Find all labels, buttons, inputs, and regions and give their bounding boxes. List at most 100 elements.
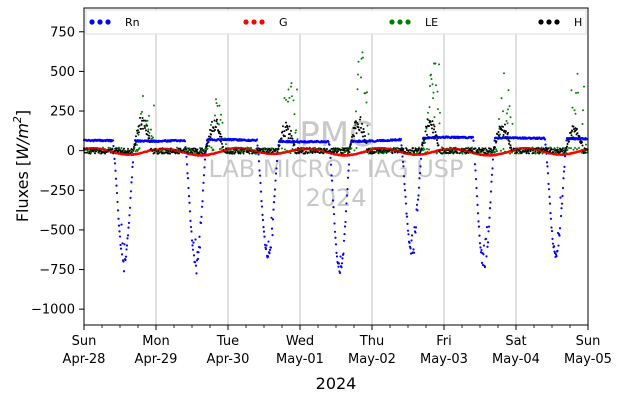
h-point — [355, 120, 357, 123]
le-point — [506, 112, 508, 115]
rn-point — [543, 138, 547, 141]
legend-marker — [243, 19, 249, 25]
h-point — [359, 116, 362, 119]
le-point — [577, 91, 579, 94]
h-point — [579, 138, 582, 141]
rn-point — [412, 248, 415, 251]
rn-point — [478, 234, 481, 237]
legend-marker — [554, 19, 560, 25]
rn-point — [472, 139, 475, 142]
le-point — [147, 128, 150, 131]
h-point — [355, 132, 358, 135]
h-point — [146, 133, 149, 136]
rn-point — [264, 247, 268, 251]
x-tick-label-date: Apr-30 — [207, 352, 250, 367]
h-point — [225, 147, 227, 150]
rn-point — [480, 261, 484, 264]
h-point — [286, 126, 289, 129]
rn-point — [347, 169, 350, 172]
h-point — [193, 147, 195, 150]
x-axis: Sun Apr-28 Mon Apr-29 Tue Apr-30 Wed May-01 Thu M… — [63, 325, 612, 367]
rn-point — [477, 220, 480, 223]
le-point — [216, 104, 219, 107]
le-point — [507, 89, 510, 92]
le-point — [102, 146, 104, 149]
h-point — [137, 129, 139, 132]
h-point — [502, 134, 505, 137]
h-point — [572, 125, 575, 128]
h-point — [243, 150, 245, 153]
h-point — [322, 152, 325, 155]
rn-point — [477, 225, 481, 228]
le-point — [214, 114, 216, 117]
h-point — [146, 124, 148, 127]
x-tick-label-day: Thu — [359, 334, 384, 349]
rn-point — [558, 227, 562, 230]
le-point — [271, 147, 273, 150]
h-point — [169, 150, 172, 153]
le-point — [534, 152, 537, 155]
rn-point — [405, 212, 408, 215]
rn-point — [111, 139, 115, 142]
le-point — [361, 51, 364, 54]
rn-point — [183, 140, 187, 143]
rn-point — [187, 195, 191, 198]
x-tick-label-date: Apr-29 — [135, 352, 178, 367]
le-point — [540, 146, 543, 149]
h-point — [576, 132, 579, 135]
rn-point — [555, 255, 558, 258]
h-point — [433, 125, 436, 128]
legend-marker — [546, 19, 552, 25]
le-point — [571, 106, 574, 109]
rn-point — [547, 182, 550, 185]
rn-point — [487, 230, 490, 233]
le-point — [432, 97, 434, 100]
rn-point — [490, 173, 494, 176]
h-point — [214, 128, 216, 131]
le-point — [356, 88, 359, 91]
rn-point — [488, 216, 491, 219]
h-point — [422, 142, 424, 145]
le-point — [120, 146, 123, 149]
h-point — [278, 144, 281, 147]
h-point — [426, 133, 428, 136]
h-point — [148, 134, 150, 137]
h-point — [270, 148, 272, 151]
rn-point — [409, 247, 412, 250]
le-point — [451, 150, 454, 153]
le-point — [487, 152, 490, 155]
h-point — [431, 127, 433, 130]
le-point — [281, 147, 283, 150]
rn-point — [124, 255, 128, 258]
h-point — [140, 123, 143, 126]
rn-point — [127, 221, 131, 225]
rn-point — [347, 163, 351, 166]
rn-point — [204, 151, 207, 154]
le-point — [219, 147, 221, 150]
watermark-line-2: LAB MICRO - IAG USP — [208, 155, 463, 183]
le-point — [507, 108, 509, 111]
h-point — [361, 131, 364, 134]
rn-point — [416, 209, 419, 212]
le-point — [428, 106, 431, 109]
rn-point — [545, 161, 549, 164]
rn-point — [258, 169, 261, 172]
h-point — [506, 133, 509, 136]
h-point — [285, 129, 288, 132]
rn-point — [125, 248, 128, 251]
le-point — [354, 124, 357, 127]
rn-point — [114, 177, 118, 180]
h-point — [210, 133, 212, 136]
legend-marker — [89, 19, 95, 25]
h-point — [405, 147, 408, 150]
rn-point — [550, 229, 554, 233]
rn-point — [268, 248, 272, 251]
h-point — [208, 135, 210, 138]
le-point — [294, 131, 297, 134]
h-point — [92, 150, 95, 153]
rn-point — [259, 190, 263, 193]
h-point — [362, 135, 364, 138]
rn-point — [190, 230, 193, 233]
h-point — [424, 130, 427, 133]
